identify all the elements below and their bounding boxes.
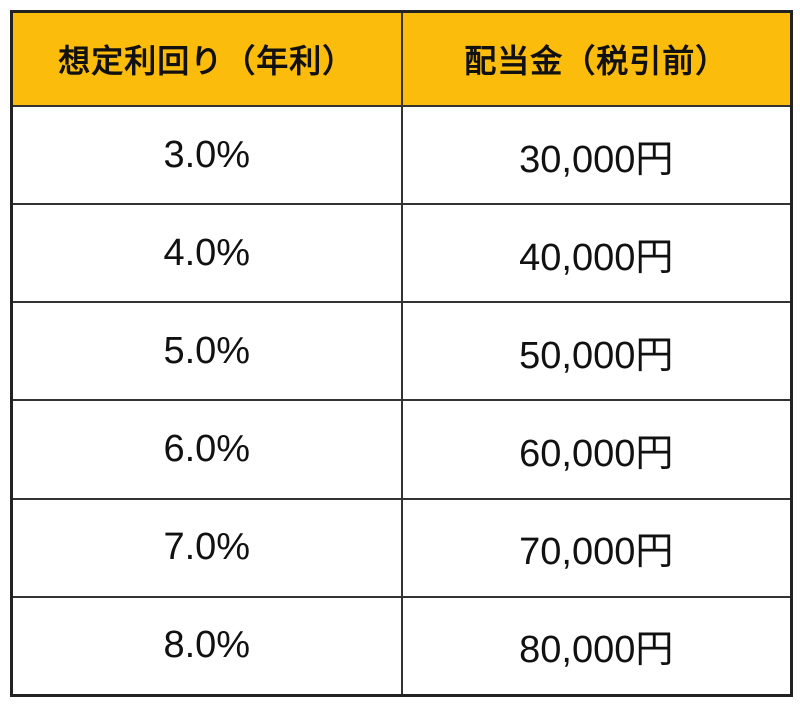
yield-cell: 8.0% <box>10 595 403 697</box>
table-row: 5.0% 50,000円 <box>10 301 793 402</box>
table-header: 想定利回り（年利） 配当金（税引前） <box>10 10 793 107</box>
yield-cell: 6.0% <box>10 399 403 500</box>
yield-cell: 5.0% <box>10 301 403 402</box>
table-row: 6.0% 60,000円 <box>10 399 793 500</box>
table-row: 7.0% 70,000円 <box>10 497 793 598</box>
dividend-cell: 40,000円 <box>400 203 793 304</box>
table-body: 3.0% 30,000円 4.0% 40,000円 5.0% 50,000円 6… <box>10 104 793 697</box>
header-cell-yield: 想定利回り（年利） <box>10 10 403 107</box>
table-row: 4.0% 40,000円 <box>10 203 793 304</box>
table-row: 8.0% 80,000円 <box>10 595 793 697</box>
dividend-cell: 50,000円 <box>400 301 793 402</box>
dividend-cell: 60,000円 <box>400 399 793 500</box>
header-cell-dividend: 配当金（税引前） <box>400 10 793 107</box>
dividend-cell: 30,000円 <box>400 104 793 206</box>
dividend-yield-table: 想定利回り（年利） 配当金（税引前） 3.0% 30,000円 4.0% 40,… <box>10 10 793 697</box>
yield-cell: 3.0% <box>10 104 403 206</box>
dividend-cell: 80,000円 <box>400 595 793 697</box>
dividend-cell: 70,000円 <box>400 497 793 598</box>
yield-cell: 4.0% <box>10 203 403 304</box>
table-row: 3.0% 30,000円 <box>10 104 793 206</box>
yield-cell: 7.0% <box>10 497 403 598</box>
header-row: 想定利回り（年利） 配当金（税引前） <box>10 10 793 107</box>
